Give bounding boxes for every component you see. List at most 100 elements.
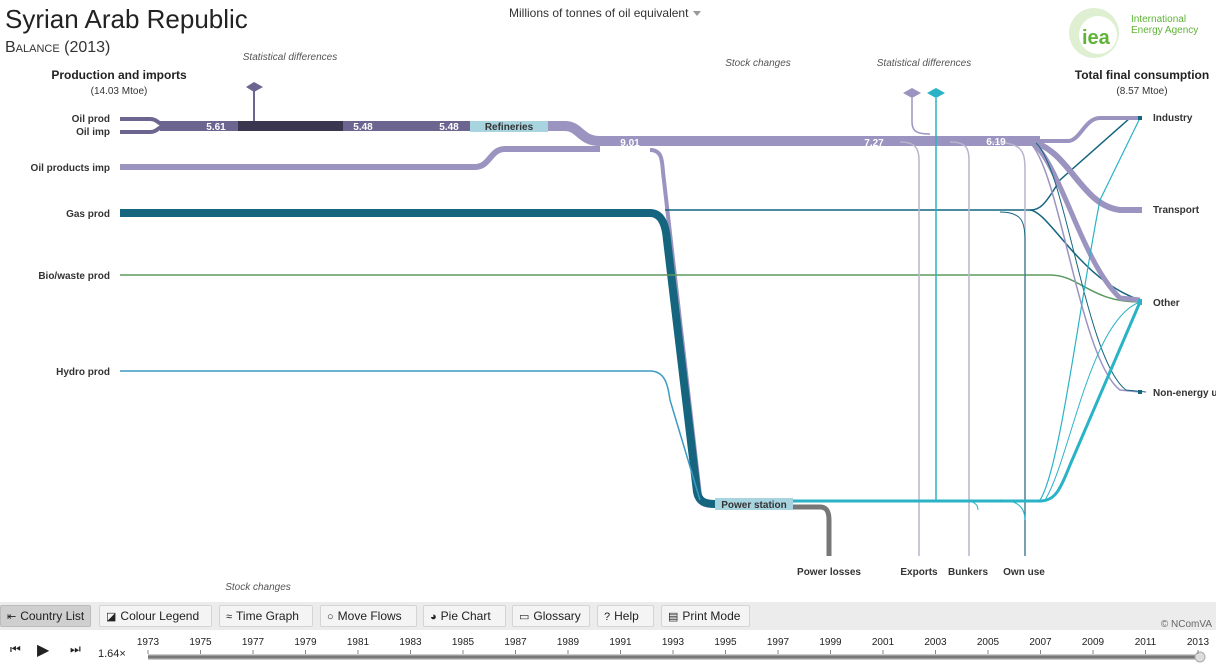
stat-diff-marker-elec[interactable] <box>927 88 945 98</box>
sector-marker <box>1138 299 1142 305</box>
flow-elec-industry[interactable] <box>1039 117 1141 501</box>
source-label-bio-waste[interactable]: Bio/waste prod <box>38 271 110 282</box>
flow-value: 5.48 <box>439 122 459 133</box>
year-label[interactable]: 1981 <box>347 637 370 648</box>
flow-oil-non-energy[interactable] <box>1029 142 1141 393</box>
sector-label-transport[interactable]: Transport <box>1153 205 1200 216</box>
flow-bio-waste[interactable] <box>120 274 1141 303</box>
year-label[interactable]: 2009 <box>1082 637 1105 648</box>
source-label-oil-prod[interactable]: Oil prod <box>72 114 110 125</box>
play-icon[interactable]: ▶ <box>37 642 50 659</box>
year-label[interactable]: 1991 <box>609 637 632 648</box>
chevron-down-icon <box>693 11 702 17</box>
flows <box>120 88 1147 556</box>
unit-selector[interactable]: Millions of tonnes of oil equivalent <box>509 6 702 20</box>
country-list-button[interactable]: ⇤ Country List <box>0 605 91 627</box>
flow-hydro[interactable] <box>120 370 701 501</box>
timeline-track: 1973 1975 1977 1979 1981 1983 1985 1987 1989 1991… <box>137 637 1210 663</box>
power-station-label: Power station <box>721 500 787 511</box>
country-list-label: Country List <box>20 609 85 623</box>
sector-label-other[interactable]: Other <box>1153 298 1180 309</box>
move-flows-label: Move Flows <box>337 609 402 623</box>
refineries-node[interactable] <box>470 121 548 132</box>
flow-gas-non-energy[interactable] <box>1035 142 1147 393</box>
flow-oil-products-main[interactable] <box>548 121 1040 146</box>
source-label-hydro[interactable]: Hydro prod <box>56 367 110 378</box>
printer-icon: ▤ <box>668 611 679 623</box>
flow-stat-diff-oil <box>911 98 931 135</box>
glossary-label: Glossary <box>533 609 581 623</box>
skip-back-icon[interactable]: ⏮ <box>10 642 21 656</box>
flow-elec-own-use[interactable] <box>999 499 1026 521</box>
year-label[interactable]: 1975 <box>189 637 212 648</box>
flow-power-losses[interactable] <box>792 504 832 556</box>
glossary-button[interactable]: ▭ Glossary <box>512 605 590 627</box>
unit-selector-label: Millions of tonnes of oil equivalent <box>509 6 689 20</box>
year-label[interactable]: 1977 <box>242 637 265 648</box>
flow-gas-prod[interactable] <box>120 209 716 508</box>
stat-diff-marker-oil[interactable] <box>903 88 921 98</box>
flow-oil-other[interactable] <box>1028 138 1141 303</box>
year-label[interactable]: 2001 <box>872 637 895 648</box>
flow-exports[interactable] <box>899 141 920 556</box>
flow-oil-prod[interactable] <box>120 117 167 127</box>
flow-bunkers[interactable] <box>949 141 970 556</box>
year-label[interactable]: 2003 <box>924 637 947 648</box>
flow-elec-misc <box>959 499 979 511</box>
source-label-oil-imp[interactable]: Oil imp <box>76 127 110 138</box>
pie-chart-button[interactable]: ◕ Pie Chart <box>423 605 506 627</box>
source-label-oil-products-imp[interactable]: Oil products imp <box>31 163 110 174</box>
flow-elec-other[interactable] <box>790 301 1142 503</box>
sector-label-industry[interactable]: Industry <box>1153 113 1193 124</box>
source-label-gas-prod[interactable]: Gas prod <box>66 209 110 220</box>
flow-value: 5.61 <box>206 122 226 133</box>
year-label[interactable]: 1985 <box>452 637 475 648</box>
year-label[interactable]: 2005 <box>977 637 1000 648</box>
print-mode-button[interactable]: ▤ Print Mode <box>661 605 750 627</box>
flow-value: 7.27 <box>864 138 884 149</box>
skip-forward-icon[interactable]: ⏭ <box>70 642 81 656</box>
flow-oil-to-power[interactable] <box>649 148 702 496</box>
sector-label-non-energy[interactable]: Non-energy u <box>1153 388 1216 399</box>
flow-oil-transport[interactable] <box>1029 138 1140 213</box>
sink-label-bunkers[interactable]: Bunkers <box>948 567 988 578</box>
toolbar: ⇤ Country List ◪ Colour Legend ≈ Time Graph… <box>0 602 1216 630</box>
annotation-stock-changes-bottom: Stock changes <box>225 582 291 593</box>
year-label[interactable]: 1995 <box>714 637 737 648</box>
year-label[interactable]: 2007 <box>1029 637 1052 648</box>
flow-oil-products-imp[interactable] <box>120 146 600 170</box>
sector-marker <box>1138 390 1142 394</box>
graph-icon: ≈ <box>226 611 233 623</box>
flow-gas-other[interactable] <box>1029 209 1141 301</box>
colour-legend-button[interactable]: ◪ Colour Legend <box>99 605 212 627</box>
year-label[interactable]: 1987 <box>504 637 527 648</box>
annotation-stat-diff-right: Statistical differences <box>877 58 972 69</box>
year-label[interactable]: 1997 <box>767 637 790 648</box>
flow-value: 9.01 <box>620 138 640 149</box>
flow-own-use-gas[interactable] <box>999 211 1026 556</box>
year-label[interactable]: 1993 <box>662 637 685 648</box>
timeline-handle[interactable] <box>1194 651 1206 663</box>
flow-elec-other-2[interactable] <box>1044 301 1141 501</box>
flow-oil-industry[interactable] <box>1040 116 1140 143</box>
year-label[interactable]: 2013 <box>1187 637 1210 648</box>
year-label[interactable]: 1983 <box>399 637 422 648</box>
flow-oil-imp[interactable] <box>120 124 167 134</box>
year-label[interactable]: 1989 <box>557 637 580 648</box>
power-station-node[interactable] <box>715 498 793 510</box>
time-graph-button[interactable]: ≈ Time Graph <box>219 605 313 627</box>
year-label[interactable]: 1999 <box>819 637 842 648</box>
sink-label-own-use[interactable]: Own use <box>1003 567 1045 578</box>
flow-own-use-oil[interactable] <box>989 141 1026 556</box>
sink-label-exports[interactable]: Exports <box>900 567 938 578</box>
year-label[interactable]: 1979 <box>294 637 317 648</box>
year-label[interactable]: 2011 <box>1135 637 1157 648</box>
stat-diff-marker-left[interactable] <box>246 82 263 92</box>
page-subtitle: Balance (2013) <box>5 39 111 56</box>
sink-label-power-losses[interactable]: Power losses <box>797 567 861 578</box>
year-label[interactable]: 1973 <box>137 637 160 648</box>
move-flows-button[interactable]: ○ Move Flows <box>320 605 417 627</box>
consumption-total: (8.57 Mtoe) <box>1116 86 1167 97</box>
speed-readout[interactable]: 1.64× <box>98 648 126 660</box>
help-button[interactable]: ? Help <box>597 605 654 627</box>
